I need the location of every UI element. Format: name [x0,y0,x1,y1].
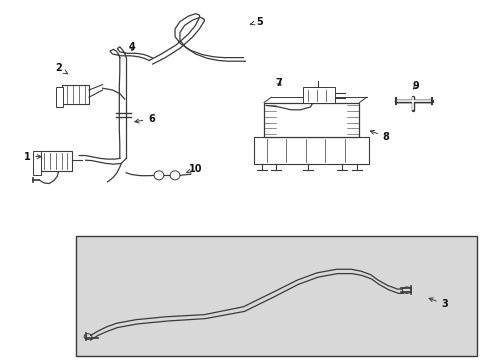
Bar [303,87,334,103]
Bar [254,137,368,164]
Bar [56,87,63,107]
Ellipse shape [170,171,180,180]
Text: 7: 7 [275,78,282,88]
Bar [33,151,41,175]
Text: 8: 8 [369,130,389,142]
Text: 6: 6 [135,114,155,124]
Text: 5: 5 [250,17,262,27]
Text: 10: 10 [185,164,202,174]
Bar [264,103,359,137]
Text: 9: 9 [411,81,418,91]
Bar [39,151,72,171]
Text: 1: 1 [23,152,41,162]
Text: 3: 3 [428,298,447,309]
Bar [62,85,89,104]
Text: 4: 4 [128,42,135,52]
Text: 2: 2 [55,63,67,74]
Ellipse shape [154,171,163,180]
Bar [76,236,476,356]
